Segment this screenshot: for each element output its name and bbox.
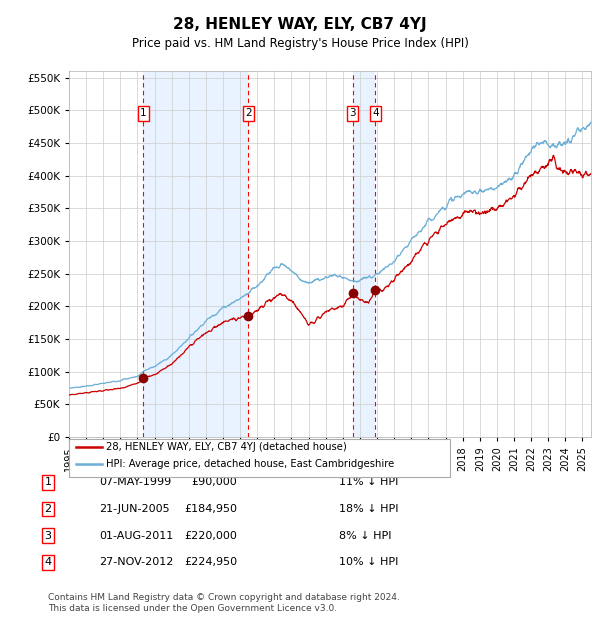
- Text: £224,950: £224,950: [184, 557, 237, 567]
- Text: Contains HM Land Registry data © Crown copyright and database right 2024.
This d: Contains HM Land Registry data © Crown c…: [48, 593, 400, 613]
- Text: 1: 1: [140, 108, 147, 118]
- Text: £184,950: £184,950: [184, 504, 237, 514]
- Text: 4: 4: [372, 108, 379, 118]
- Text: 1: 1: [44, 477, 52, 487]
- Text: HPI: Average price, detached house, East Cambridgeshire: HPI: Average price, detached house, East…: [106, 459, 394, 469]
- Text: 2: 2: [44, 504, 52, 514]
- Bar: [143, 71, 248, 437]
- Text: 28, HENLEY WAY, ELY, CB7 4YJ: 28, HENLEY WAY, ELY, CB7 4YJ: [173, 17, 427, 32]
- Text: 4: 4: [44, 557, 52, 567]
- Text: 01-AUG-2011: 01-AUG-2011: [99, 531, 173, 541]
- Text: 3: 3: [349, 108, 356, 118]
- Text: 18% ↓ HPI: 18% ↓ HPI: [339, 504, 398, 514]
- Text: 10% ↓ HPI: 10% ↓ HPI: [339, 557, 398, 567]
- Text: 11% ↓ HPI: 11% ↓ HPI: [339, 477, 398, 487]
- Text: 8% ↓ HPI: 8% ↓ HPI: [339, 531, 391, 541]
- Text: £90,000: £90,000: [191, 477, 237, 487]
- Text: Price paid vs. HM Land Registry's House Price Index (HPI): Price paid vs. HM Land Registry's House …: [131, 37, 469, 50]
- Text: 2: 2: [245, 108, 251, 118]
- Text: 3: 3: [44, 531, 52, 541]
- Text: £220,000: £220,000: [184, 531, 237, 541]
- Text: 21-JUN-2005: 21-JUN-2005: [99, 504, 170, 514]
- Text: 07-MAY-1999: 07-MAY-1999: [99, 477, 171, 487]
- Text: 28, HENLEY WAY, ELY, CB7 4YJ (detached house): 28, HENLEY WAY, ELY, CB7 4YJ (detached h…: [106, 442, 347, 452]
- Text: 27-NOV-2012: 27-NOV-2012: [99, 557, 173, 567]
- Bar: [353, 71, 376, 437]
